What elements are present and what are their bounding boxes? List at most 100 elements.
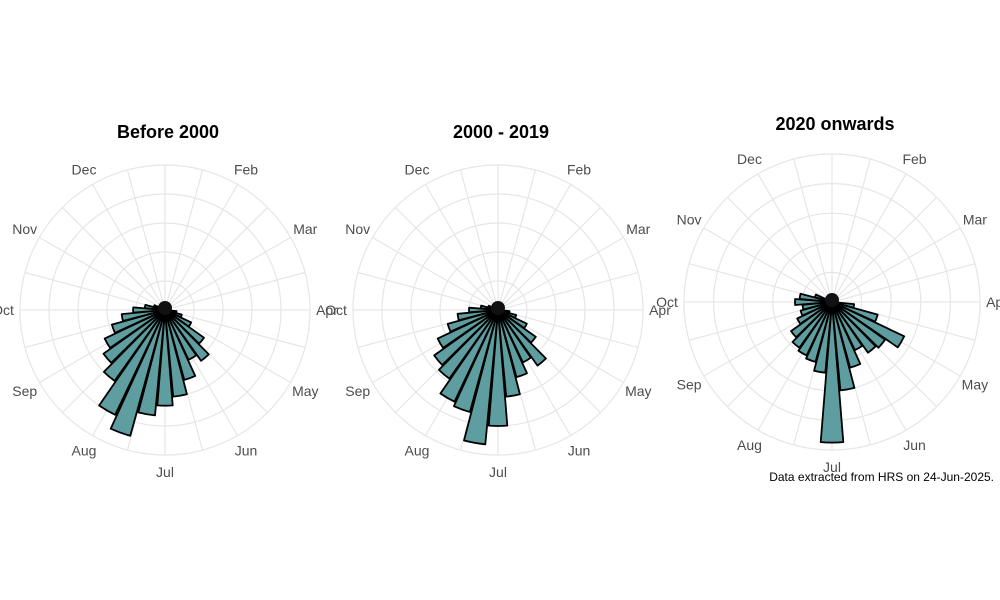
grid-spoke [164, 309, 306, 349]
polar-bar [109, 309, 166, 437]
month-tick-label: Feb [902, 151, 926, 167]
grid-spoke [793, 158, 833, 303]
polar-bar [497, 309, 547, 367]
polar-panel: Feb Mar Apr May Jun Jul Aug Sep Oct Nov Dec 2020 on… [656, 114, 1000, 475]
month-tick-label: Mar [293, 221, 317, 237]
month-tick-label: May [625, 383, 651, 399]
grid-spoke [424, 184, 499, 311]
grid-spoke [726, 196, 833, 303]
polar-bar [831, 301, 886, 349]
grid-spoke [497, 184, 572, 311]
grid-spoke [703, 227, 833, 303]
polar-bar [831, 301, 906, 349]
month-tick-label: Jun [568, 442, 591, 458]
grid-spoke [164, 184, 239, 311]
grid-spoke [497, 207, 601, 311]
center-hub [825, 293, 839, 307]
grid-spoke [831, 158, 871, 303]
month-tick-label: May [962, 377, 988, 393]
polar-bar [439, 309, 499, 403]
month-tick-label: Sep [345, 383, 370, 399]
month-tick-label: Jul [156, 464, 174, 480]
chart-title: 2000 - 2019 [453, 122, 549, 142]
polar-bar [102, 309, 166, 364]
polar-bar [164, 309, 197, 381]
month-tick-label: Nov [677, 212, 702, 228]
month-tick-label: Apr [986, 294, 1000, 310]
polar-bar [103, 309, 166, 349]
polar-bar [799, 301, 833, 317]
polar-bar [497, 309, 528, 378]
polar-bar [831, 301, 856, 392]
month-tick-label: Aug [405, 442, 430, 458]
polar-bar [433, 309, 499, 366]
polar-bar [819, 301, 845, 444]
grid-spoke [831, 227, 961, 303]
month-tick-label: Sep [677, 377, 702, 393]
center-hub [158, 301, 172, 315]
chart-title: 2020 onwards [775, 114, 894, 134]
grid-spoke [831, 263, 976, 303]
center-hub [491, 301, 505, 315]
polar-bar [453, 309, 499, 413]
month-tick-label: Aug [737, 437, 762, 453]
polar-bar [791, 301, 833, 349]
month-tick-label: Mar [963, 212, 987, 228]
grid-spoke [831, 173, 907, 303]
grid-spoke [164, 236, 291, 311]
polar-bar [796, 301, 833, 325]
grid-spoke [497, 309, 639, 349]
grid-spoke [372, 236, 499, 311]
polar-bar [120, 309, 166, 322]
month-tick-label: Jul [823, 459, 841, 475]
grid-spoke [831, 196, 938, 303]
grid-spoke [164, 169, 204, 311]
grid-spoke [91, 184, 166, 311]
month-tick-label: Apr [649, 302, 671, 318]
month-tick-label: Nov [345, 221, 370, 237]
grid-spoke [62, 207, 166, 311]
month-tick-label: Oct [656, 294, 678, 310]
polar-bar [790, 301, 833, 339]
grid-spoke [459, 169, 499, 311]
polar-bar [831, 301, 877, 354]
polar-bar [98, 309, 166, 416]
polar-bar [164, 309, 210, 362]
grid-spoke [164, 271, 306, 311]
polar-bar [103, 309, 166, 382]
polar-bar [446, 309, 499, 333]
polar-bar [436, 309, 499, 349]
grid-spoke [24, 271, 166, 311]
polar-bar [797, 301, 833, 357]
polar-bar [164, 309, 188, 398]
polar-bar [487, 309, 509, 427]
polar-bar [468, 306, 499, 314]
month-tick-label: Oct [0, 302, 14, 318]
month-tick-label: Nov [12, 221, 37, 237]
month-tick-label: Jun [235, 442, 258, 458]
polar-bar [831, 301, 862, 369]
grid-spoke [164, 207, 268, 311]
month-tick-label: Feb [234, 162, 258, 178]
month-tick-label: Apr [316, 302, 338, 318]
month-tick-label: Dec [72, 162, 97, 178]
polar-bar [456, 309, 499, 322]
polar-bar [438, 309, 499, 380]
month-tick-label: Dec [405, 162, 430, 178]
month-tick-label: Jul [489, 464, 507, 480]
polar-panel: Feb Mar Apr May Jun Jul Aug Sep Oct Nov Dec Before … [0, 122, 338, 480]
grid-spoke [757, 173, 833, 303]
grid-spoke [497, 236, 624, 311]
month-tick-label: Sep [12, 383, 37, 399]
polar-bar [156, 309, 174, 407]
grid-spoke [357, 271, 499, 311]
month-tick-label: Jun [903, 437, 926, 453]
grid-spoke [497, 271, 639, 311]
grid-spoke [395, 207, 499, 311]
chart-title: Before 2000 [117, 122, 219, 142]
polar-bar [497, 309, 521, 398]
grid-spoke [126, 169, 166, 311]
polar-bar [111, 309, 166, 334]
grid-spoke [39, 236, 166, 311]
polar-panel: Feb Mar Apr May Jun Jul Aug Sep Oct Nov Dec 2000 - … [325, 122, 671, 480]
